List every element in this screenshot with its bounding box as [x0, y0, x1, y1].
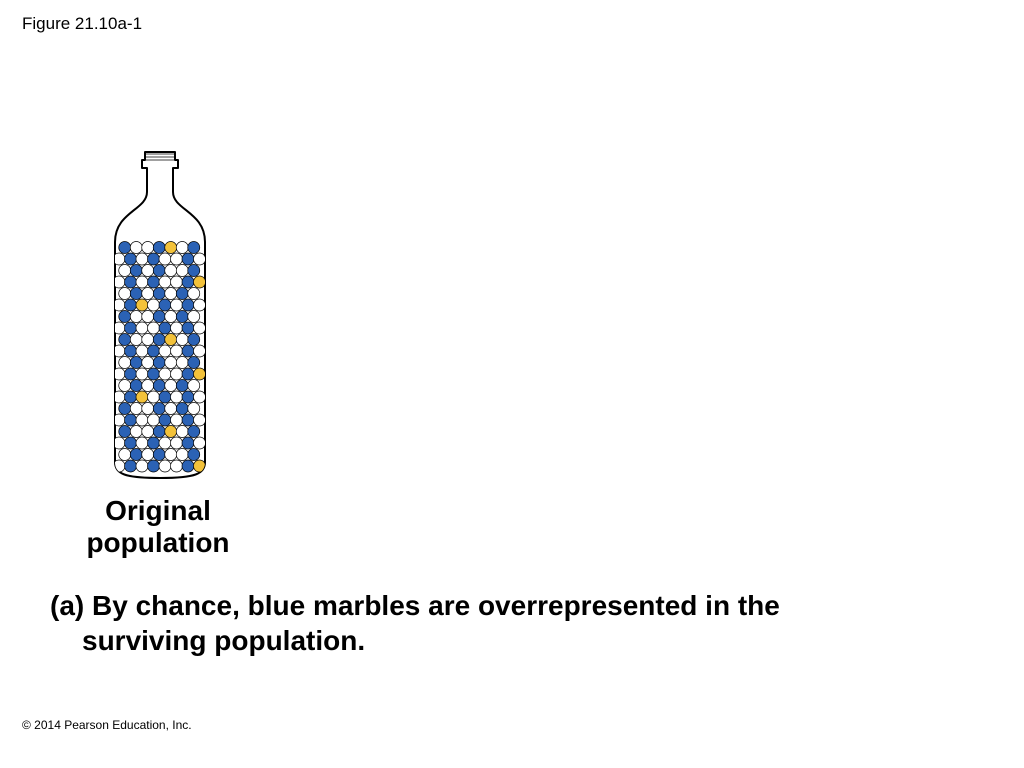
bottle-svg — [100, 150, 220, 480]
caption-line-1: (a) By chance, blue marbles are overrepr… — [50, 590, 780, 621]
bottle-illustration — [100, 150, 220, 480]
population-label: Original population — [58, 495, 258, 559]
caption-line-2: surviving population. — [50, 623, 970, 658]
caption: (a) By chance, blue marbles are overrepr… — [50, 588, 970, 658]
copyright: © 2014 Pearson Education, Inc. — [22, 718, 192, 732]
figure-label: Figure 21.10a-1 — [22, 14, 142, 34]
